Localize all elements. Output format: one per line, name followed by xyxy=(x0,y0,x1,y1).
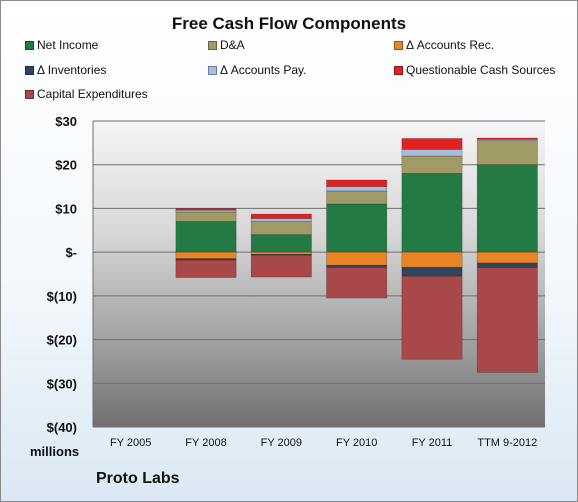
y-tick-label: $(10) xyxy=(47,289,77,304)
y-tick-label: $10 xyxy=(55,201,77,216)
legend-swatch xyxy=(394,65,403,75)
legend-item-da: D&A xyxy=(208,38,245,52)
bar-segment xyxy=(326,190,388,205)
legend-item-capex: Capital Expenditures xyxy=(25,87,148,101)
bar-segment xyxy=(250,251,312,255)
legend-swatch xyxy=(208,65,217,75)
x-tick-label: TTM 9-2012 xyxy=(477,437,537,449)
bar-segment xyxy=(401,251,463,268)
y-tick-label: $(20) xyxy=(47,333,77,348)
bar-segment xyxy=(250,234,312,253)
bar-segment xyxy=(250,213,312,219)
bar-segment xyxy=(326,203,388,253)
y-tick-label: $20 xyxy=(55,158,77,173)
bar-segment xyxy=(250,221,312,235)
x-tick-label: FY 2011 xyxy=(412,437,453,449)
bar-segment xyxy=(401,275,463,360)
legend-item-questionable-cash: Questionable Cash Sources xyxy=(394,63,555,77)
bar-segment xyxy=(175,251,237,259)
bar-segment xyxy=(476,137,538,140)
bar-segment xyxy=(326,179,388,187)
bar-segment xyxy=(326,251,388,266)
legend-swatch xyxy=(208,40,217,50)
x-tick-label: FY 2008 xyxy=(185,437,226,449)
legend-item-accounts-rec: Δ Accounts Rec. xyxy=(394,38,494,52)
bar-segment xyxy=(175,211,237,222)
plot-area xyxy=(93,121,545,427)
bar-segment xyxy=(175,259,237,278)
x-tick-label: FY 2009 xyxy=(261,437,302,449)
bar-segment xyxy=(476,140,538,166)
bar-segment xyxy=(401,149,463,157)
bar-segment xyxy=(326,264,388,268)
bar-segment xyxy=(476,267,538,373)
x-tick-label: FY 2010 xyxy=(336,437,377,449)
bar-segment xyxy=(401,173,463,253)
bar-segment xyxy=(401,155,463,174)
legend-swatch xyxy=(25,40,34,50)
company-name: Proto Labs xyxy=(96,470,180,487)
bar-segment xyxy=(326,267,388,299)
legend-swatch xyxy=(394,40,403,50)
bar-segment xyxy=(250,254,312,278)
y-tick-label: $(30) xyxy=(47,376,77,391)
chart-title: Free Cash Flow Components xyxy=(171,14,407,33)
legend-swatch xyxy=(25,65,34,75)
bar-segment xyxy=(326,186,388,192)
bar-segment xyxy=(476,262,538,268)
legend-item-inventories: Δ Inventories xyxy=(25,63,106,77)
bar-segment xyxy=(401,138,463,150)
bar-segment xyxy=(476,251,538,264)
bar-segment xyxy=(250,218,312,222)
legend-item-accounts-pay: Δ Accounts Pay. xyxy=(208,63,307,77)
x-tick-label: FY 2005 xyxy=(110,437,151,449)
y-tick-label: $30 xyxy=(55,114,77,129)
bar-segment xyxy=(175,208,237,211)
units-label: millions xyxy=(30,444,80,459)
bar-segment xyxy=(476,164,538,253)
legend-item-net-income: Net Income xyxy=(25,38,98,52)
legend-swatch xyxy=(25,89,34,99)
y-tick-label: $- xyxy=(65,245,77,260)
bar-segment xyxy=(175,221,237,253)
y-tick-label: $(40) xyxy=(47,420,77,435)
bar-segment xyxy=(401,267,463,277)
